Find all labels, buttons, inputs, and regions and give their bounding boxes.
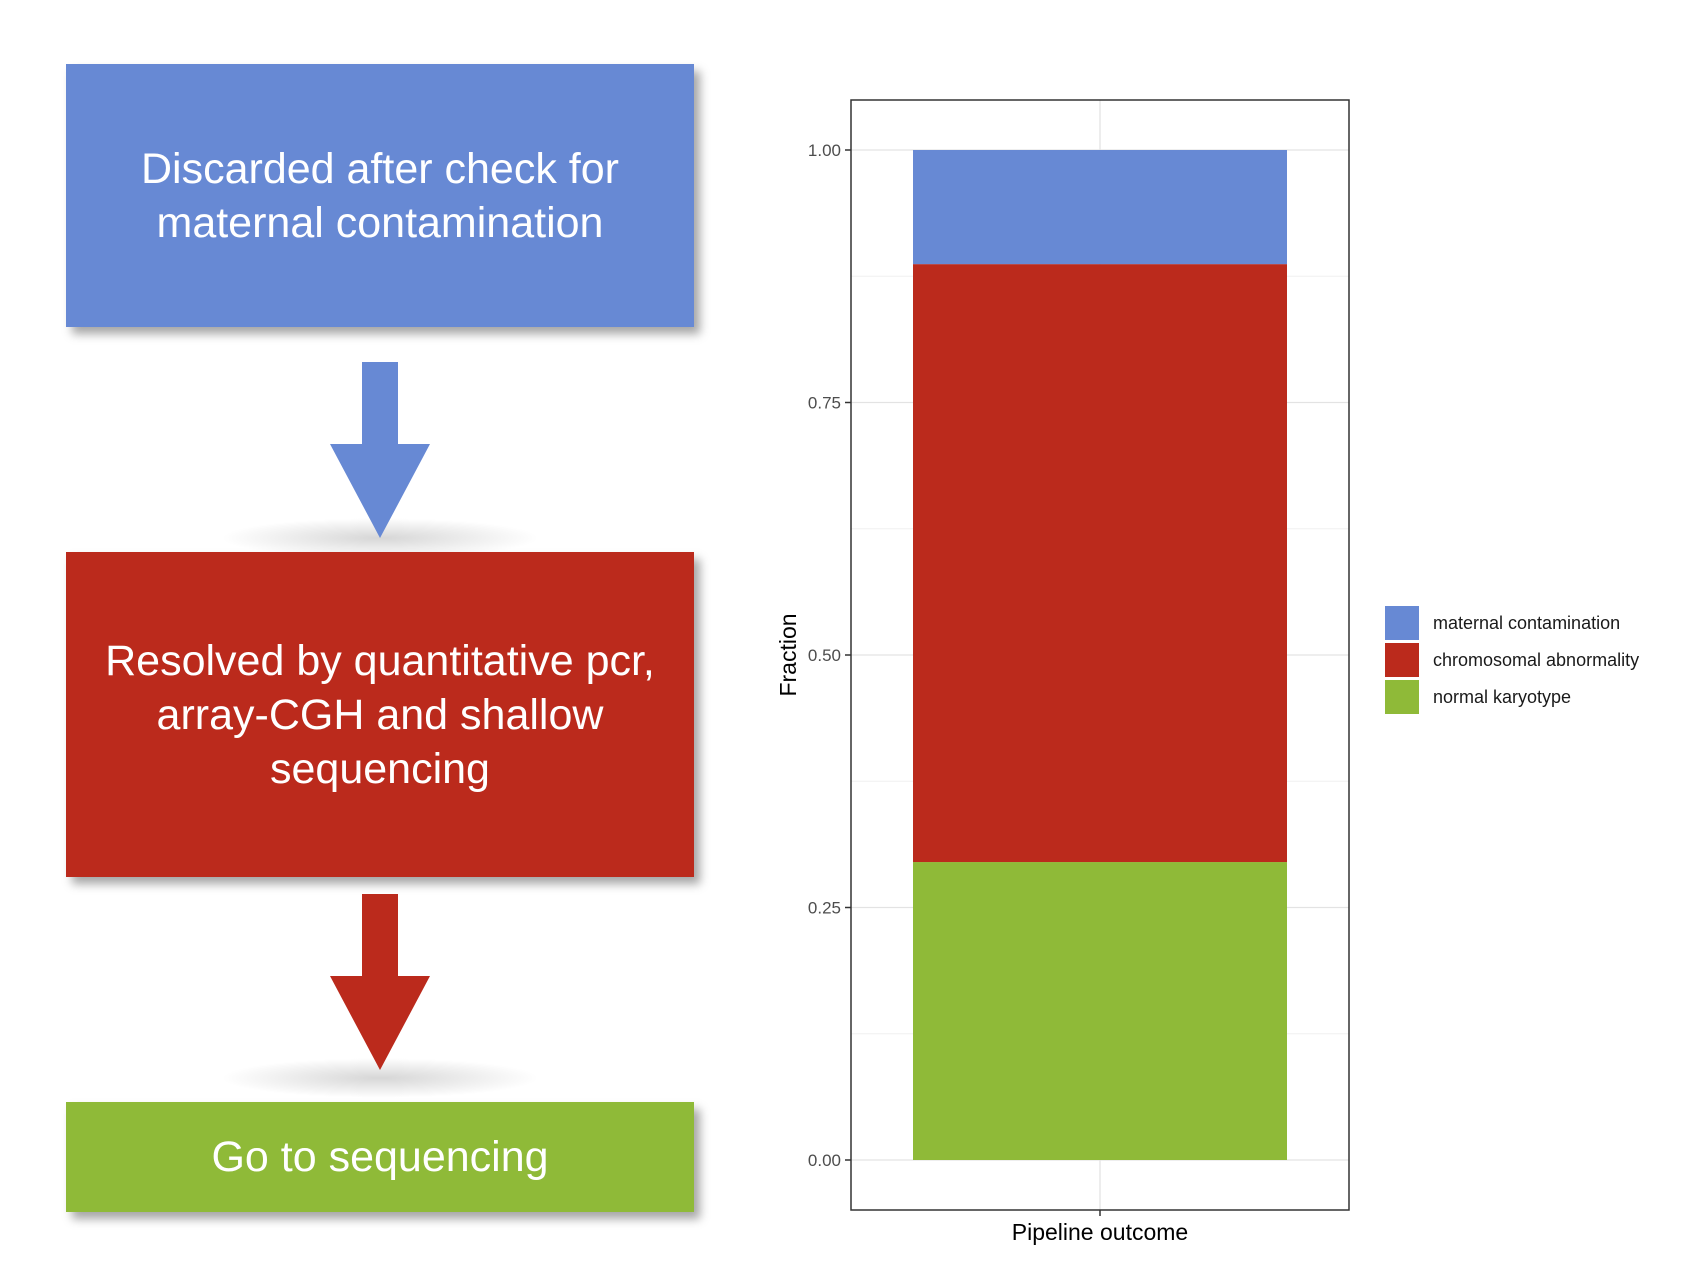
box-1-line-2: maternal contamination	[156, 198, 604, 247]
y-tick-label: 0.75	[808, 394, 841, 413]
y-tick-label: 0.00	[808, 1151, 841, 1170]
legend-label: maternal contamination	[1433, 613, 1620, 633]
legend-label: normal karyotype	[1433, 687, 1571, 707]
legend-key	[1385, 643, 1419, 677]
bar-segment-chromosomal-abnormality	[913, 264, 1287, 863]
down-arrow-icon	[330, 894, 430, 1070]
y-tick-label: 1.00	[808, 141, 841, 160]
box-1-line-1: Discarded after check for	[141, 144, 619, 193]
maternal-contamination-box: Discarded after check for maternal conta…	[66, 64, 694, 327]
bars	[913, 150, 1287, 1160]
legend-key	[1385, 680, 1419, 714]
resolved-box: Resolved by quantitative pcr, array-CGH …	[66, 552, 694, 877]
bar-segment-normal-karyotype	[913, 862, 1287, 1160]
bar-segment-maternal-contamination	[913, 150, 1287, 265]
legend-key	[1385, 606, 1419, 640]
y-tick-label: 0.50	[808, 646, 841, 665]
legend-label: chromosomal abnormality	[1433, 650, 1639, 670]
axes: 0.00 0.25 0.50 0.75 1.00	[808, 141, 1101, 1216]
box-2-line-1: Resolved by quantitative pcr,	[105, 636, 655, 685]
box-3-line-1: Go to sequencing	[211, 1133, 549, 1181]
y-axis-title: Fraction	[775, 613, 801, 696]
x-axis-title: Pipeline outcome	[1012, 1219, 1188, 1245]
down-arrow-icon	[330, 362, 430, 538]
y-tick-label: 0.25	[808, 899, 841, 918]
go-to-sequencing-box: Go to sequencing	[66, 1102, 694, 1212]
box-2-line-2: array-CGH and shallow	[156, 690, 604, 739]
legend: maternal contamination chromosomal abnorm…	[1385, 606, 1639, 714]
box-2-line-3: sequencing	[270, 744, 490, 793]
